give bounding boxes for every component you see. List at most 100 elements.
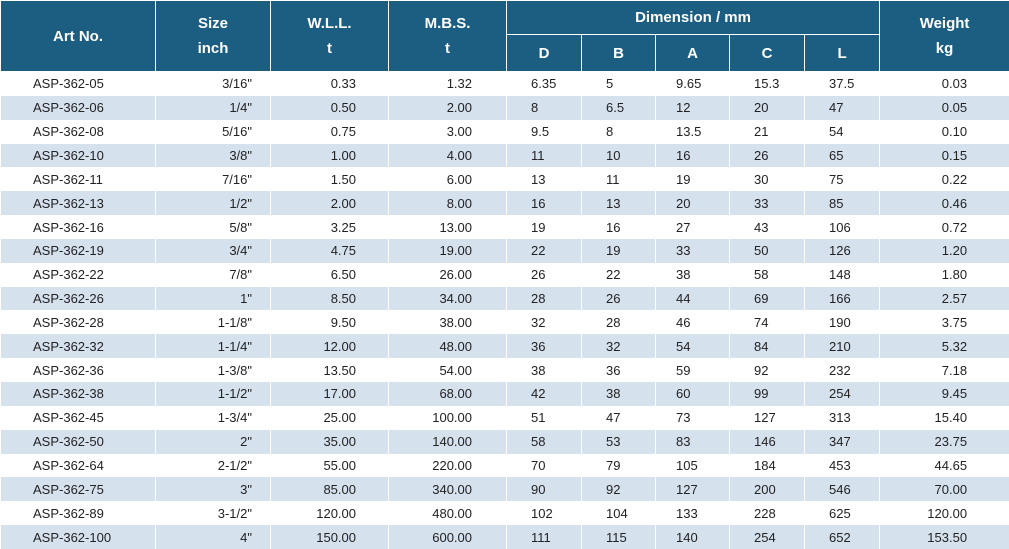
art-no-cell: ASP-362-28 [0, 310, 156, 335]
header-dim-l: L [803, 34, 881, 72]
mbs-cell: 19.00 [388, 238, 507, 263]
mbs-cell: 600.00 [388, 525, 507, 549]
dim-a-cell: 9.65 [655, 71, 730, 96]
dim-c-cell: 69 [729, 286, 805, 311]
size-cell: 1" [155, 286, 271, 311]
dim-d-cell: 16 [506, 191, 582, 216]
weight-cell: 153.50 [879, 525, 1009, 549]
wll-cell: 13.50 [270, 358, 389, 382]
header-weight-unit: kg [935, 40, 954, 57]
weight-cell: 0.46 [879, 191, 1009, 216]
dim-b-cell: 8 [581, 119, 656, 144]
dim-l-cell: 65 [803, 143, 881, 168]
size-cell: 1-1/4" [155, 334, 271, 359]
dim-b-cell: 19 [581, 238, 656, 263]
art-no-cell: ASP-362-75 [0, 477, 156, 502]
size-cell: 7/16" [155, 167, 271, 192]
dim-l-cell: 254 [803, 381, 881, 406]
header-wll: W.L.L. t [270, 0, 389, 72]
header-dim-b: B [581, 34, 656, 72]
dim-c-cell: 74 [729, 310, 805, 335]
dim-d-cell: 32 [506, 310, 582, 335]
mbs-cell: 1.32 [388, 71, 507, 96]
wll-cell: 9.50 [270, 310, 389, 335]
dim-d-cell: 22 [506, 238, 582, 263]
weight-cell: 3.75 [879, 310, 1009, 335]
header-mbs-label: M.B.S. [424, 15, 471, 32]
size-cell: 3/16" [155, 71, 271, 96]
dim-l-cell: 54 [803, 119, 881, 144]
dim-c-cell: 84 [729, 334, 805, 359]
mbs-cell: 34.00 [388, 286, 507, 311]
dim-d-cell: 28 [506, 286, 582, 311]
dim-d-cell: 102 [506, 501, 582, 526]
table-body: ASP-362-05 3/16" 0.33 1.32 6.35 5 9.65 15.3 37.5… [0, 71, 1009, 549]
header-art-no: Art No. [0, 0, 156, 72]
dim-a-cell: 83 [655, 429, 730, 454]
dim-c-cell: 146 [729, 429, 805, 454]
dim-b-cell: 6.5 [581, 95, 656, 120]
dim-d-cell: 11 [506, 143, 582, 168]
mbs-cell: 13.00 [388, 215, 507, 239]
dim-a-cell: 20 [655, 191, 730, 216]
header-size: Size inch [155, 0, 271, 72]
art-no-cell: ASP-362-38 [0, 381, 156, 406]
wll-cell: 25.00 [270, 405, 389, 430]
dim-a-cell: 60 [655, 381, 730, 406]
dim-b-cell: 104 [581, 501, 656, 526]
header-art-no-label: Art No. [53, 27, 103, 45]
dim-b-cell: 36 [581, 358, 656, 382]
header-wll-unit: t [327, 40, 332, 57]
header-weight: Weight kg [879, 0, 1009, 72]
size-cell: 3" [155, 477, 271, 502]
wll-cell: 1.50 [270, 167, 389, 192]
dim-a-cell: 38 [655, 262, 730, 287]
art-no-cell: ASP-362-26 [0, 286, 156, 311]
header-dim-d: D [506, 34, 582, 72]
weight-cell: 1.80 [879, 262, 1009, 287]
dim-d-cell: 6.35 [506, 71, 582, 96]
table-row: ASP-362-89 3-1/2" 120.00 480.00 102 104 133 228… [0, 501, 1009, 526]
dim-b-cell: 47 [581, 405, 656, 430]
size-cell: 1-1/8" [155, 310, 271, 335]
dim-c-cell: 26 [729, 143, 805, 168]
table-row: ASP-362-100 4" 150.00 600.00 111 115 140 254 652… [0, 525, 1009, 549]
header-dimension-label: Dimension / mm [635, 9, 751, 26]
dim-c-cell: 15.3 [729, 71, 805, 96]
dim-c-cell: 127 [729, 405, 805, 430]
table-row: ASP-362-28 1-1/8" 9.50 38.00 32 28 46 74 190 3.75 [0, 310, 1009, 335]
art-no-cell: ASP-362-32 [0, 334, 156, 359]
dim-c-cell: 43 [729, 215, 805, 239]
art-no-cell: ASP-362-22 [0, 262, 156, 287]
dim-l-cell: 75 [803, 167, 881, 192]
table-row: ASP-362-13 1/2" 2.00 8.00 16 13 20 33 85 0.46 [0, 191, 1009, 216]
mbs-cell: 3.00 [388, 119, 507, 144]
mbs-cell: 4.00 [388, 143, 507, 168]
table-header: Art No. Size inch W.L.L. t M.B.S. t Dime… [0, 0, 1009, 72]
art-no-cell: ASP-362-06 [0, 95, 156, 120]
dim-l-cell: 106 [803, 215, 881, 239]
dim-l-cell: 232 [803, 358, 881, 382]
mbs-cell: 220.00 [388, 453, 507, 478]
table-row: ASP-362-16 5/8" 3.25 13.00 19 16 27 43 106 0.72 [0, 215, 1009, 239]
header-dim-a: A [655, 34, 730, 72]
header-size-label: Size [197, 15, 228, 32]
table-row: ASP-362-08 5/16" 0.75 3.00 9.5 8 13.5 21 54 0.10 [0, 119, 1009, 144]
wll-cell: 150.00 [270, 525, 389, 549]
dim-c-cell: 20 [729, 95, 805, 120]
mbs-cell: 38.00 [388, 310, 507, 335]
dim-l-cell: 625 [803, 501, 881, 526]
dim-b-cell: 11 [581, 167, 656, 192]
dim-c-cell: 184 [729, 453, 805, 478]
dim-a-cell: 54 [655, 334, 730, 359]
wll-cell: 3.25 [270, 215, 389, 239]
art-no-cell: ASP-362-50 [0, 429, 156, 454]
dim-l-cell: 148 [803, 262, 881, 287]
wll-cell: 17.00 [270, 381, 389, 406]
weight-cell: 0.05 [879, 95, 1009, 120]
wll-cell: 0.75 [270, 119, 389, 144]
size-cell: 2" [155, 429, 271, 454]
header-size-unit: inch [197, 40, 229, 57]
dim-a-cell: 16 [655, 143, 730, 168]
header-mbs: M.B.S. t [388, 0, 507, 72]
